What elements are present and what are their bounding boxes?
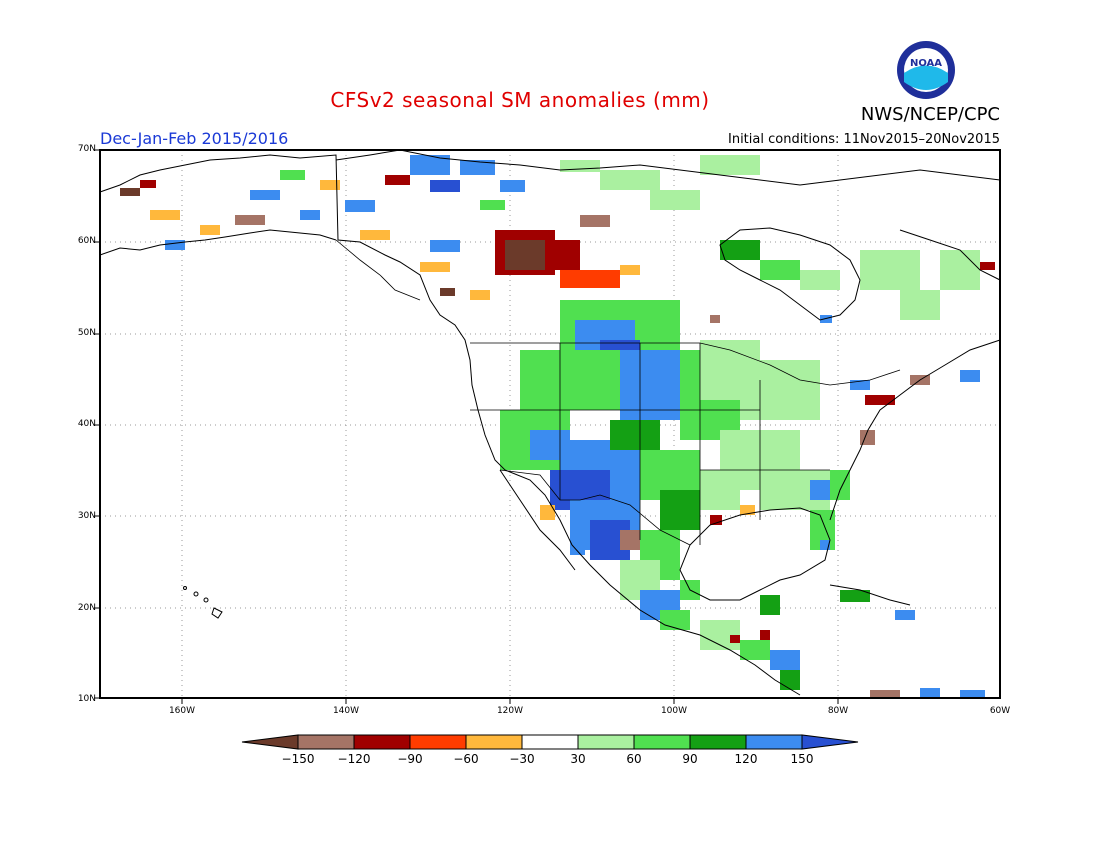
colorbar-swatch [689,734,747,750]
lat-label: 70N [77,144,96,154]
lon-label: 60W [989,706,1011,716]
colorbar-swatch [409,734,467,750]
colorbar-swatch [521,734,579,750]
lon-label: 120W [496,706,524,716]
initial-conditions: Initial conditions: 11Nov2015–20Nov2015 [728,132,1000,147]
lat-label: 20N [77,603,96,613]
colorbar-label: 90 [682,752,698,766]
lon-label: 80W [827,706,849,716]
colorbar-swatch [353,734,411,750]
forecast-period: Dec-Jan-Feb 2015/2016 [100,129,289,148]
colorbar-label: 150 [790,752,814,766]
colorbar-label: 30 [570,752,586,766]
colorbar-label: −30 [509,752,535,766]
hawaii-islands [183,586,223,619]
lat-label: 50N [77,328,96,338]
colorbar-label: 120 [734,752,758,766]
lon-label: 140W [332,706,360,716]
colorbar-label: −90 [397,752,423,766]
coastlines [99,149,1001,696]
lat-label: 60N [77,236,96,246]
colorbar-swatch [577,734,635,750]
lon-label: 160W [168,706,196,716]
colorbar-arrow-high [801,734,859,750]
colorbar-swatch [745,734,803,750]
map-title: CFSv2 seasonal SM anomalies (mm) [330,88,710,112]
colorbar [241,734,859,750]
colorbar-label: −150 [281,752,315,766]
colorbar-swatch [633,734,691,750]
political-borders [335,239,901,546]
lat-label: 30N [77,511,96,521]
colorbar-swatch [297,734,355,750]
ticks [94,149,839,704]
lat-label: 10N [77,694,96,704]
anomaly-cells [120,155,995,698]
colorbar-label: −120 [337,752,371,766]
colorbar-label: 60 [626,752,642,766]
colorbar-label: −60 [453,752,479,766]
colorbar-arrow-low [241,734,299,750]
svg-text:NOAA: NOAA [910,58,942,69]
agency-label: NWS/NCEP/CPC [860,104,1000,125]
colorbar-swatch [465,734,523,750]
lat-label: 40N [77,419,96,429]
lon-label: 100W [660,706,688,716]
map-frame [99,149,1001,699]
noaa-logo: NOAA [897,41,955,99]
